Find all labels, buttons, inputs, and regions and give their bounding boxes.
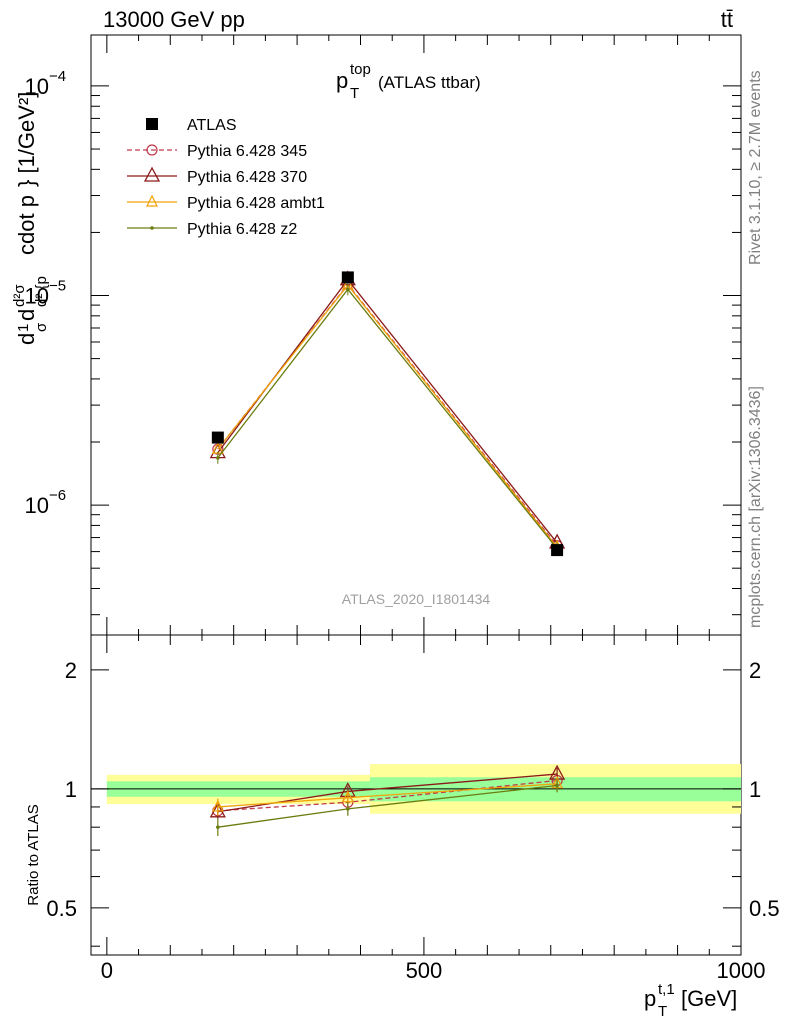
y-label-d: d bbox=[14, 333, 39, 345]
ratio-point-z2 bbox=[216, 825, 220, 829]
ratio-ticks: 0.5 0.5 1 1 2 2 bbox=[46, 658, 780, 947]
ratio-y-tick-label: 0.5 bbox=[46, 896, 77, 921]
ratio-series-z2 bbox=[216, 778, 559, 836]
point-z2 bbox=[216, 456, 220, 460]
y-label-d2: d bbox=[14, 309, 39, 321]
x-tick-label: 500 bbox=[406, 958, 443, 983]
ratio-y-tick-label: 1 bbox=[65, 777, 77, 802]
legend-label-ambt1: Pythia 6.428 ambt1 bbox=[187, 195, 325, 212]
legend-marker-p370 bbox=[143, 166, 161, 182]
series-p370 bbox=[209, 270, 566, 549]
header-left: 13000 GeV pp bbox=[103, 7, 245, 32]
y-label-units: } [1/GeV²] bbox=[14, 92, 39, 187]
series-line-z2 bbox=[217, 288, 558, 550]
y-tick-label: 10 −6 bbox=[25, 487, 67, 518]
ratio-point-z2 bbox=[555, 783, 559, 788]
point-atlas bbox=[211, 431, 224, 444]
mcplots-label: mcplots.cern.ch [arXiv:1306.3436] bbox=[747, 386, 764, 628]
y-label-frac: 1 bbox=[15, 324, 32, 332]
analysis-watermark: ATLAS_2020_I1801434 bbox=[342, 591, 491, 607]
main-y-axis-label: d 1 σ d d²σ d² {p cdot p } [1/GeV²] bbox=[11, 92, 50, 345]
series-atlas bbox=[211, 271, 564, 557]
plot-title-sub: T bbox=[350, 85, 359, 102]
y-label-num: d²σ bbox=[11, 284, 28, 307]
ratio-point-ambt1 bbox=[211, 799, 224, 812]
series-z2 bbox=[216, 283, 559, 555]
y-label-den: d² {p bbox=[33, 276, 50, 307]
point-z2 bbox=[346, 287, 350, 292]
y-label-sigma: σ bbox=[33, 322, 50, 332]
ratio-y-tick-label: 2 bbox=[65, 658, 77, 683]
legend-item-p370: Pythia 6.428 370 bbox=[127, 166, 307, 186]
ratio-point-z2 bbox=[346, 807, 350, 811]
point-atlas bbox=[341, 271, 354, 284]
x-tick-label: 1000 bbox=[717, 958, 766, 983]
ratio-y-tick-label-right: 0.5 bbox=[749, 896, 780, 921]
y-tick-exp: −5 bbox=[49, 278, 66, 295]
legend-marker-z2 bbox=[150, 226, 154, 230]
legend: ATLAS Pythia 6.428 345 Pythia 6.428 370 Pyt… bbox=[127, 117, 325, 238]
legend-item-ambt1: Pythia 6.428 ambt1 bbox=[127, 194, 325, 212]
x-label-sub: T bbox=[658, 1003, 667, 1020]
y-tick-exp: −4 bbox=[49, 68, 66, 85]
legend-item-z2: Pythia 6.428 z2 bbox=[127, 221, 297, 238]
series-line-p370 bbox=[217, 278, 558, 544]
plot-title-sup: top bbox=[350, 61, 371, 78]
legend-label-z2: Pythia 6.428 z2 bbox=[187, 221, 297, 238]
plot-title: p top T (ATLAS ttbar) bbox=[336, 61, 481, 102]
y-tick-base: 10 bbox=[25, 493, 49, 518]
y-tick-exp: −6 bbox=[49, 487, 66, 504]
series-line-ambt1 bbox=[217, 284, 558, 548]
legend-label-p370: Pythia 6.428 370 bbox=[187, 169, 307, 186]
point-atlas bbox=[551, 544, 564, 557]
y-label-cdot: cdot p bbox=[14, 195, 39, 255]
ratio-y-tick-label-right: 2 bbox=[749, 658, 761, 683]
plot-title-main: p bbox=[336, 68, 348, 93]
y-tick-label: 10 −5 bbox=[25, 278, 67, 309]
legend-item-p345: Pythia 6.428 345 bbox=[127, 143, 307, 160]
legend-marker-ambt1 bbox=[146, 194, 158, 207]
legend-marker-p345 bbox=[146, 144, 158, 156]
legend-label-atlas: ATLAS bbox=[187, 117, 237, 134]
y-tick-label: 10 −4 bbox=[25, 68, 67, 99]
ratio-y-tick-label-right: 1 bbox=[749, 777, 761, 802]
y-tick-base: 10 bbox=[25, 284, 49, 309]
y-tick-base: 10 bbox=[25, 74, 49, 99]
x-label-sup: t,1 bbox=[658, 981, 675, 998]
plot-title-suffix: (ATLAS ttbar) bbox=[378, 73, 481, 92]
x-label-unit: [GeV] bbox=[681, 986, 737, 1011]
legend-label-p345: Pythia 6.428 345 bbox=[187, 143, 307, 160]
main-series bbox=[209, 270, 566, 557]
ratio-series bbox=[209, 764, 566, 836]
ratio-y-axis-label: Ratio to ATLAS bbox=[25, 804, 42, 905]
series-p345 bbox=[212, 278, 563, 552]
x-label-p: p bbox=[644, 986, 656, 1011]
x-tick-label: 0 bbox=[101, 958, 113, 983]
ratio-point-ambt1 bbox=[341, 790, 354, 803]
header-right: tt̄ bbox=[721, 7, 733, 32]
legend-item-atlas: ATLAS bbox=[146, 117, 237, 134]
rivet-label: Rivet 3.1.10, ≥ 2.7M events bbox=[747, 70, 764, 265]
series-ambt1 bbox=[211, 277, 564, 552]
legend-marker-atlas bbox=[146, 118, 158, 130]
x-axis-label: p t,1 T [GeV] bbox=[644, 981, 737, 1020]
ratio-point-p370 bbox=[209, 802, 226, 818]
main-ticks: 10 −610 −510 −40 500 1000 bbox=[25, 35, 766, 983]
series-line-p345 bbox=[217, 283, 558, 547]
